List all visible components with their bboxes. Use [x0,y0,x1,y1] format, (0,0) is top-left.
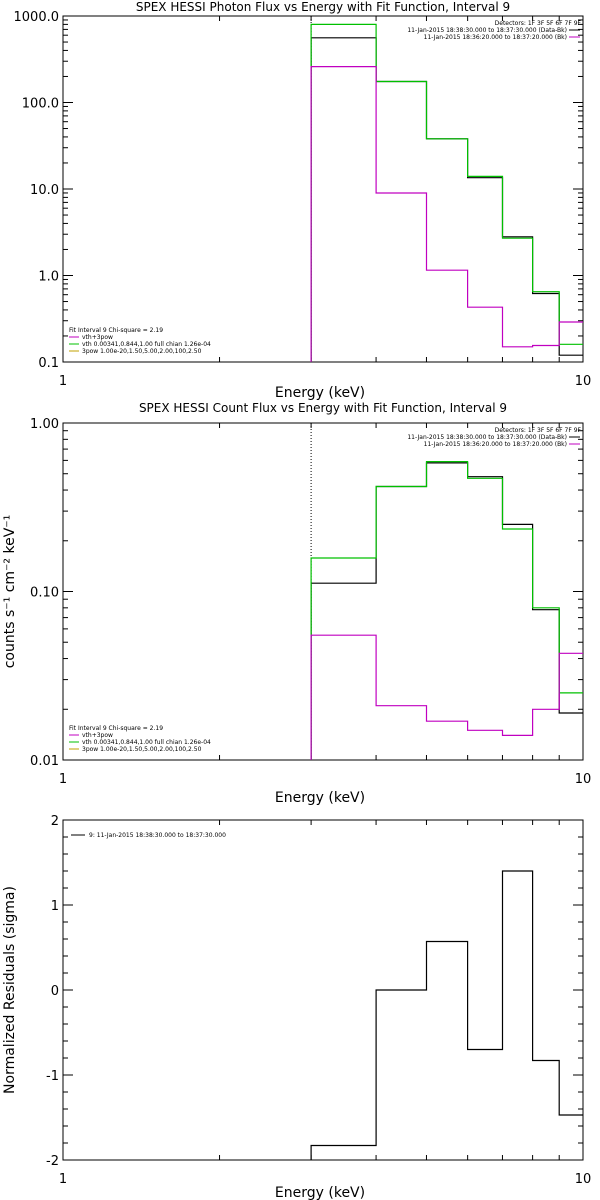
legend-entry: 11-Jan-2015 18:36:20.000 to 18:37:20.000… [424,34,567,41]
x-axis-label: Energy (keV) [275,790,365,806]
legend-header: Detectors: 1F 3F 5F 6F 7F 9F [495,20,582,27]
y-tick-label: 1000.0 [14,10,60,25]
series-line-1 [310,462,583,760]
legend-header: Detectors: 1F 3F 5F 6F 7F 9F [495,427,582,434]
fit-legend-header: Fit Interval 9 Chi-square = 2.19 [69,725,163,732]
fit-legend-entry: vth 0.00341,0.844,1.00 full chian 1.26e-… [82,739,211,746]
y-axis-label: Normalized Residuals (sigma) [2,886,18,1094]
fit-legend-entry: vth+3pow [82,334,113,341]
chart-title: SPEX HESSI Photon Flux vs Energy with Fi… [136,0,510,14]
panel-1: 1 10 1000.0 100.0 10.0 1.0 0.1 SPEX HESSI Photo… [14,0,592,401]
y-tick-label: 1.0 [38,270,59,285]
series-line-3 [310,66,583,362]
x-axis-label: Energy (keV) [275,385,365,401]
legend-entry: 11-Jan-2015 18:36:20.000 to 18:37:20.000… [424,441,567,448]
plot-frame [62,15,584,363]
y-tick-label: -1 [46,1069,59,1084]
series-line-2 [310,23,583,362]
legend-entry: 9: 11-Jan-2015 18:38:30.000 to 18:37:30.… [89,832,226,839]
series-line-2 [310,461,583,760]
x-tick-label: 10 [575,772,592,787]
fit-legend-entry: vth 0.00341,0.844,1.00 full chian 1.26e-… [82,341,211,348]
x-tick-label: 10 [575,1172,592,1187]
y-tick-label: 0 [51,984,59,999]
panel-2: 1 10 1.00 0.10 0.01 SPEX HESSI Count Flux vs … [2,401,591,806]
y-tick-label: 10.0 [30,183,59,198]
fit-legend-header: Fit Interval 9 Chi-square = 2.19 [69,327,163,334]
x-tick-label: 10 [575,374,592,389]
y-tick-label: 1 [51,899,59,914]
legend-entry: 11-Jan-2015 18:38:30.000 to 18:37:30.000… [407,434,567,441]
series-line-3 [310,634,583,760]
y-tick-label: 0.1 [38,356,59,371]
x-tick-label: 1 [59,772,67,787]
fit-legend-entry: 3pow 1.00e-20,1.50,5.00,2.00,100,2.50 [82,746,202,753]
x-axis-label: Energy (keV) [275,1185,365,1200]
y-tick-label: -2 [46,1154,59,1169]
chart-title: SPEX HESSI Count Flux vs Energy with Fit… [139,401,507,415]
series-line-1 [310,870,583,1160]
plot-frame [62,422,584,761]
y-tick-label: 2 [51,814,59,829]
y-tick-label: 0.10 [30,586,59,601]
x-tick-label: 1 [59,1172,67,1187]
y-tick-label: 100.0 [22,97,59,112]
y-tick-label: 0.01 [30,754,59,769]
legend-entry: 11-Jan-2015 18:38:30.000 to 18:37:30.000… [407,27,567,34]
series-line-1 [310,37,583,362]
y-tick-label: 1.00 [30,417,59,432]
y-axis-label: counts s⁻¹ cm⁻² keV⁻¹ [2,515,18,669]
fit-legend-entry: vth+3pow [82,732,113,739]
fit-legend-entry: 3pow 1.00e-20,1.50,5.00,2.00,100,2.50 [82,348,202,355]
x-tick-label: 1 [59,374,67,389]
